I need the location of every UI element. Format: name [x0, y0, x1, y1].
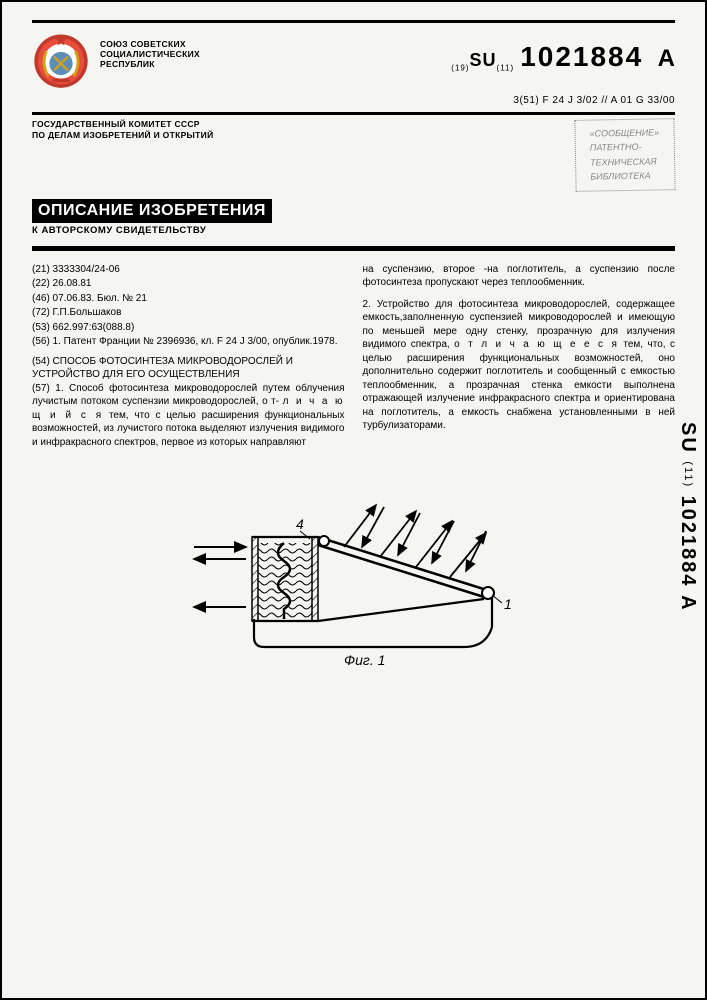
- body-columns: (21) 3333304/24-06 (22) 26.08.81 (46) 07…: [32, 263, 675, 450]
- left-column: (21) 3333304/24-06 (22) 26.08.81 (46) 07…: [32, 263, 345, 450]
- title-block: ОПИСАНИЕ ИЗОБРЕТЕНИЯ К АВТОРСКОМУ СВИДЕТ…: [32, 199, 675, 236]
- stamp-line: «СООБЩЕНИЕ»: [590, 125, 660, 141]
- union-line: СОЦИАЛИСТИЧЕСКИХ: [100, 49, 200, 59]
- fig-caption: Фиг. 1: [344, 652, 385, 668]
- ipc-classification: 3(51) F 24 J 3/02 // A 01 G 33/00: [32, 95, 675, 106]
- biblio-field: (21) 3333304/24-06: [32, 263, 345, 277]
- stamp-line: ПАТЕНТНО-: [590, 140, 660, 156]
- rule: [32, 112, 675, 115]
- side-a: A: [677, 595, 699, 611]
- ussr-emblem: [32, 31, 90, 89]
- heavy-rule: [32, 246, 675, 251]
- stamp-line: БИБЛИОТЕКА: [591, 169, 661, 185]
- side-num: 1021884: [677, 496, 699, 588]
- header: СОЮЗ СОВЕТСКИХ СОЦИАЛИСТИЧЕСКИХ РЕСПУБЛИ…: [32, 31, 675, 89]
- biblio-field: (53) 662.997:63(088.8): [32, 321, 345, 335]
- fig-label-4: 4: [296, 516, 304, 532]
- title-sub: К АВТОРСКОМУ СВИДЕТЕЛЬСТВУ: [32, 225, 675, 236]
- fig-label-1: 1: [504, 596, 512, 612]
- patent-number: 1021884: [520, 41, 643, 72]
- su-mid: (11): [497, 64, 515, 73]
- biblio-field: (72) Г.П.Большаков: [32, 306, 345, 320]
- document-number: (19)SU(11) 1021884 A: [451, 31, 675, 73]
- union-line: СОЮЗ СОВЕТСКИХ: [100, 39, 200, 49]
- claim-2-tail: тем, что, с целью расширения функциональ…: [363, 339, 676, 431]
- claim-1-continuation: на суспензию, второе -на поглотитель, а …: [363, 263, 676, 290]
- committee-line: ПО ДЕЛАМ ИЗОБРЕТЕНИЙ И ОТКРЫТИЙ: [32, 130, 213, 141]
- right-column: на суспензию, второе -на поглотитель, а …: [363, 263, 676, 450]
- patent-letter: A: [658, 45, 675, 72]
- invention-title: (54) СПОСОБ ФОТОСИНТЕЗА МИКРОВОДОРОСЛЕЙ …: [32, 355, 345, 382]
- title-main: ОПИСАНИЕ ИЗОБРЕТЕНИЯ: [32, 199, 272, 223]
- biblio-field: (46) 07.06.83. Бюл. № 21: [32, 292, 345, 306]
- bibliographic-data: (21) 3333304/24-06 (22) 26.08.81 (46) 07…: [32, 263, 345, 349]
- claim-1-text: (57) 1. Способ фотосинтеза микроводоросл…: [32, 382, 345, 450]
- committee-row: ГОСУДАРСТВЕННЫЙ КОМИТЕТ СССР ПО ДЕЛАМ ИЗ…: [32, 119, 675, 191]
- library-stamp: «СООБЩЕНИЕ» ПАТЕНТНО- ТЕХНИЧЕСКАЯ БИБЛИО…: [575, 118, 676, 191]
- claim-2-text: 2. Устройство для фотосинтеза микроводор…: [363, 298, 676, 433]
- union-line: РЕСПУБЛИК: [100, 59, 200, 69]
- committee-name: ГОСУДАРСТВЕННЫЙ КОМИТЕТ СССР ПО ДЕЛАМ ИЗ…: [32, 119, 213, 140]
- su-label: SU: [470, 50, 497, 70]
- union-name: СОЮЗ СОВЕТСКИХ СОЦИАЛИСТИЧЕСКИХ РЕСПУБЛИ…: [100, 31, 200, 70]
- claim-2-distinctive: о т л и ч а ю щ е е с я: [454, 339, 619, 350]
- committee-line: ГОСУДАРСТВЕННЫЙ КОМИТЕТ СССР: [32, 119, 213, 130]
- su-prefix: (19): [451, 64, 469, 73]
- side-su: SU: [677, 422, 699, 454]
- side-sub: (11): [682, 461, 694, 488]
- biblio-field: (56) 1. Патент Франции № 2396936, кл. F …: [32, 335, 345, 349]
- figure-1: 4 1 Фиг. 1: [32, 499, 675, 669]
- side-document-code: SU (11) 1021884 A: [676, 422, 699, 612]
- biblio-field: (22) 26.08.81: [32, 277, 345, 291]
- top-rule: [32, 20, 675, 23]
- stamp-line: ТЕХНИЧЕСКАЯ: [590, 154, 660, 170]
